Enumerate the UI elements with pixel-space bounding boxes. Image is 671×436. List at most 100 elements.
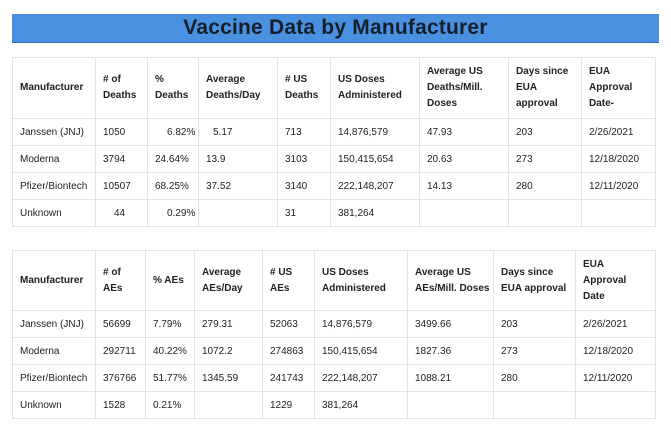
table-row: Pfizer/Biontech 376766 51.77% 1345.59 24… <box>12 364 656 392</box>
cell-eua-date: 2/26/2021 <box>575 310 656 338</box>
cell-manufacturer: Moderna <box>12 145 96 173</box>
table-row: Unknown 44 0.29% 31 381,264 <box>12 199 656 227</box>
cell-us-aes: 52063 <box>262 310 315 338</box>
cell-us-deaths: 3140 <box>277 172 331 200</box>
cell-deaths-count: 10507 <box>95 172 148 200</box>
cell-avg-per-day: 1072.2 <box>194 337 263 365</box>
header-deaths-percent: % Deaths <box>147 57 199 119</box>
cell-manufacturer: Moderna <box>12 337 96 365</box>
cell-avg-per-day <box>194 391 263 419</box>
cell-avg-per-day: 279.31 <box>194 310 263 338</box>
cell-us-doses: 150,415,654 <box>314 337 408 365</box>
cell-eua-date: 12/18/2020 <box>575 337 656 365</box>
cell-us-doses: 222,148,207 <box>330 172 420 200</box>
cell-manufacturer: Pfizer/Biontech <box>12 364 96 392</box>
cell-avg-per-day: 1345.59 <box>194 364 263 392</box>
header-aes-count: # of AEs <box>95 250 146 311</box>
cell-deaths-percent: 24.64% <box>147 145 199 173</box>
cell-aes-count: 376766 <box>95 364 146 392</box>
cell-avg-per-mill: 1827.36 <box>407 337 494 365</box>
cell-aes-count: 1528 <box>95 391 146 419</box>
cell-us-doses: 381,264 <box>314 391 408 419</box>
cell-deaths-count: 1050 <box>95 118 148 146</box>
cell-aes-count: 292711 <box>95 337 146 365</box>
table-row: Janssen (JNJ) 56699 7.79% 279.31 52063 1… <box>12 310 656 338</box>
header-us-doses: US Doses Administered <box>330 57 420 119</box>
cell-us-deaths: 31 <box>277 199 331 227</box>
header-aes-percent: % AEs <box>145 250 195 311</box>
cell-eua-date: 2/26/2021 <box>581 118 656 146</box>
header-manufacturer: Manufacturer <box>12 250 96 311</box>
cell-avg-per-mill: 3499.66 <box>407 310 494 338</box>
cell-deaths-percent: 6.82% <box>147 118 199 146</box>
cell-deaths-count: 3794 <box>95 145 148 173</box>
cell-avg-per-mill: 14.13 <box>419 172 509 200</box>
cell-eua-date: 12/18/2020 <box>581 145 656 173</box>
table-header-row: Manufacturer # of AEs % AEs Average AEs/… <box>12 250 656 311</box>
cell-manufacturer: Janssen (JNJ) <box>12 310 96 338</box>
header-avg-aes-per-day: Average AEs/Day <box>194 250 263 311</box>
cell-avg-per-day: 5.17 <box>198 118 278 146</box>
header-days-since-eua: Days since EUA approval <box>493 250 576 311</box>
cell-deaths-percent: 0.29% <box>147 199 199 227</box>
cell-aes-percent: 51.77% <box>145 364 195 392</box>
cell-us-aes: 274863 <box>262 337 315 365</box>
header-us-deaths: # US Deaths <box>277 57 331 119</box>
header-days-since-eua: Days since EUA approval <box>508 57 582 119</box>
adverse-events-table: Manufacturer # of AEs % AEs Average AEs/… <box>12 250 656 419</box>
cell-us-aes: 241743 <box>262 364 315 392</box>
cell-deaths-percent: 68.25% <box>147 172 199 200</box>
header-us-aes: # US AEs <box>262 250 315 311</box>
cell-days-since: 203 <box>508 118 582 146</box>
header-eua-date: EUA Approval Date- <box>581 57 656 119</box>
cell-avg-per-mill <box>407 391 494 419</box>
cell-avg-per-day: 37.52 <box>198 172 278 200</box>
cell-us-doses: 14,876,579 <box>330 118 420 146</box>
page-title: Vaccine Data by Manufacturer <box>183 16 488 39</box>
cell-days-since: 273 <box>508 145 582 173</box>
cell-eua-date: 12/11/2020 <box>575 364 656 392</box>
cell-us-deaths: 713 <box>277 118 331 146</box>
cell-avg-per-mill <box>419 199 509 227</box>
cell-eua-date <box>575 391 656 419</box>
table-row: Janssen (JNJ) 1050 6.82% 5.17 713 14,876… <box>12 118 656 146</box>
deaths-table: Manufacturer # of Deaths % Deaths Averag… <box>12 57 656 227</box>
cell-deaths-count: 44 <box>95 199 148 227</box>
cell-aes-percent: 0.21% <box>145 391 195 419</box>
table-header-row: Manufacturer # of Deaths % Deaths Averag… <box>12 57 656 119</box>
cell-days-since <box>493 391 576 419</box>
cell-manufacturer: Pfizer/Biontech <box>12 172 96 200</box>
cell-aes-count: 56699 <box>95 310 146 338</box>
cell-manufacturer: Janssen (JNJ) <box>12 118 96 146</box>
cell-eua-date <box>581 199 656 227</box>
cell-days-since <box>508 199 582 227</box>
cell-manufacturer: Unknown <box>12 199 96 227</box>
cell-avg-per-mill: 20.63 <box>419 145 509 173</box>
cell-avg-per-mill: 47.93 <box>419 118 509 146</box>
header-avg-us-deaths-per-mill: Average US Deaths/Mill. Doses <box>419 57 509 119</box>
cell-days-since: 280 <box>493 364 576 392</box>
cell-eua-date: 12/11/2020 <box>581 172 656 200</box>
cell-manufacturer: Unknown <box>12 391 96 419</box>
cell-avg-per-day <box>198 199 278 227</box>
table-row: Pfizer/Biontech 10507 68.25% 37.52 3140 … <box>12 172 656 200</box>
header-manufacturer: Manufacturer <box>12 57 96 119</box>
cell-aes-percent: 7.79% <box>145 310 195 338</box>
table-row: Moderna 3794 24.64% 13.9 3103 150,415,65… <box>12 145 656 173</box>
cell-us-doses: 14,876,579 <box>314 310 408 338</box>
title-banner: Vaccine Data by Manufacturer <box>12 14 659 43</box>
header-us-doses: US Doses Administered <box>314 250 408 311</box>
cell-avg-per-day: 13.9 <box>198 145 278 173</box>
table-row: Moderna 292711 40.22% 1072.2 274863 150,… <box>12 337 656 365</box>
cell-us-doses: 150,415,654 <box>330 145 420 173</box>
header-avg-us-aes-per-mill: Average US AEs/Mill. Doses <box>407 250 494 311</box>
table-row: Unknown 1528 0.21% 1229 381,264 <box>12 391 656 419</box>
cell-days-since: 280 <box>508 172 582 200</box>
cell-aes-percent: 40.22% <box>145 337 195 365</box>
cell-avg-per-mill: 1088.21 <box>407 364 494 392</box>
cell-us-doses: 222,148,207 <box>314 364 408 392</box>
cell-us-aes: 1229 <box>262 391 315 419</box>
cell-us-deaths: 3103 <box>277 145 331 173</box>
header-eua-date: EUA Approval Date <box>575 250 656 311</box>
cell-days-since: 273 <box>493 337 576 365</box>
